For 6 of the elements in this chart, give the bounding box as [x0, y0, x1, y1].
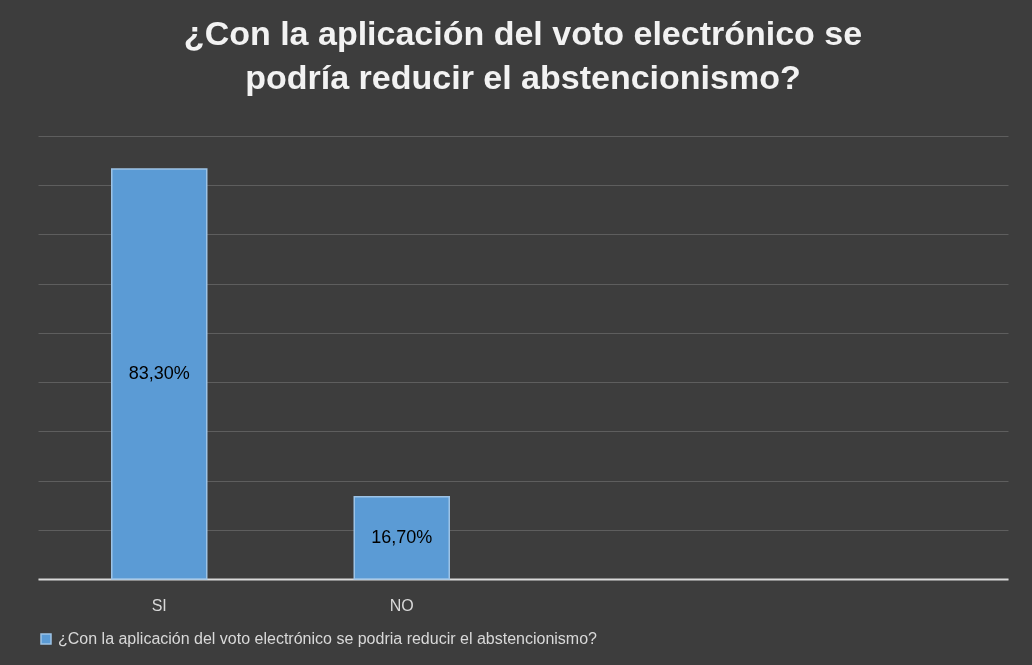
legend-label: ¿Con la aplicación del voto electrónico se podria reducir el abstencionismo? — [58, 630, 598, 647]
x-tick-label: SI — [151, 596, 167, 614]
chart-title: ¿Con la aplicación del voto electrónico se podría reducir el abstencionismo? — [183, 14, 863, 96]
data-label: 16,70% — [371, 526, 433, 547]
x-tick-label: NO — [389, 596, 414, 614]
data-label: 83,30% — [128, 362, 190, 383]
